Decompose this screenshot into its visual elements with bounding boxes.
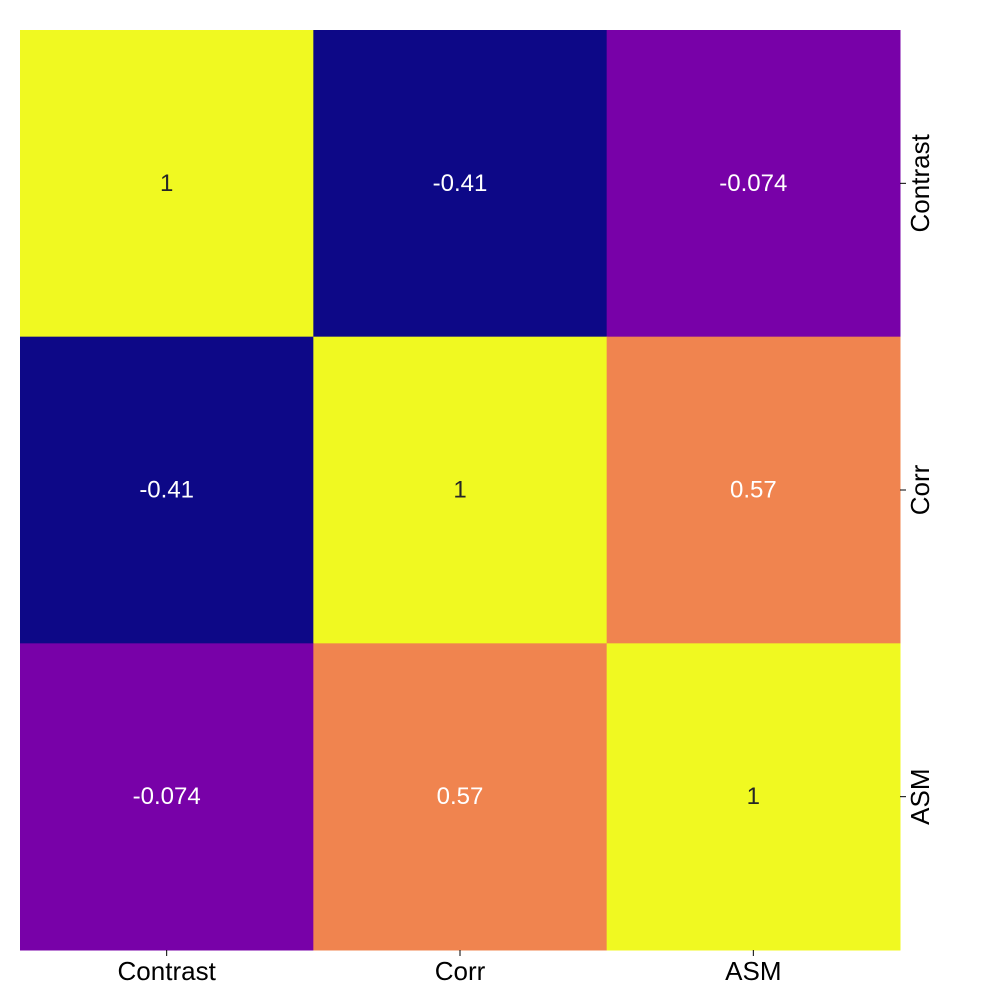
cell-value-label: -0.41	[139, 477, 194, 504]
y-tick-label-asm: ASM	[905, 768, 935, 824]
heatmap-cell-contrast-corr	[313, 30, 608, 338]
cell-value-label: -0.41	[433, 170, 488, 197]
cell-value-label: 0.57	[730, 477, 777, 504]
x-tick-label-contrast: Contrast	[118, 956, 217, 986]
heatmap-cell-contrast-contrast	[20, 30, 314, 338]
y-tick-label-contrast: Contrast	[905, 133, 935, 232]
heatmap-cell-corr-contrast	[20, 336, 314, 644]
heatmap-cell-asm-asm	[606, 643, 901, 951]
cell-value-label: 1	[160, 170, 173, 197]
cell-value-label: -0.074	[133, 783, 201, 810]
heatmap-cell-contrast-asm	[606, 30, 901, 338]
cell-value-label: 0.57	[437, 783, 484, 810]
cell-value-label: 1	[747, 783, 760, 810]
heatmap-cell-asm-contrast	[20, 643, 314, 951]
heatmap-cell-asm-corr	[313, 643, 608, 951]
cell-value-label: 1	[453, 477, 466, 504]
heatmap-cells	[20, 30, 901, 951]
y-axis: Contrast Corr ASM	[900, 133, 935, 825]
heatmap-cell-labels: 1 -0.41 -0.074 -0.41 1 0.57 -0.074 0.57 1	[133, 170, 788, 810]
heatmap-cell-corr-asm	[606, 336, 901, 644]
x-tick-label-corr: Corr	[435, 956, 486, 986]
x-tick-label-asm: ASM	[725, 956, 781, 986]
cell-value-label: -0.074	[719, 170, 787, 197]
heatmap-cell-corr-corr	[313, 336, 608, 644]
x-axis: Contrast Corr ASM	[118, 950, 782, 986]
y-tick-label-corr: Corr	[905, 464, 935, 515]
